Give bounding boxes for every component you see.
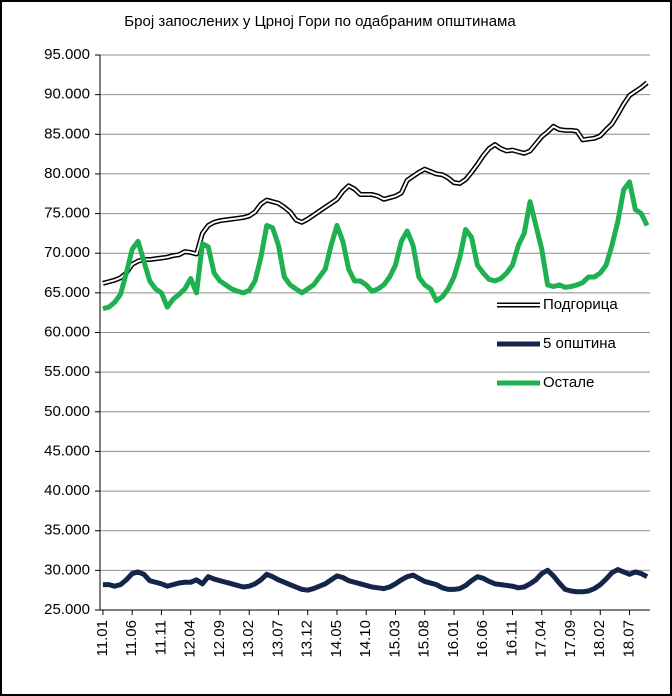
x-tick-label: 18.07: [620, 620, 637, 658]
y-tick-label: 60.000: [44, 323, 90, 340]
x-tick-label: 13.07: [269, 620, 286, 658]
legend-label: Подгорица: [543, 296, 618, 313]
x-tick-label: 13.02: [240, 620, 257, 658]
x-tick-label: 11.11: [152, 620, 169, 655]
x-tick-label: 17.04: [533, 620, 550, 658]
series-line: [102, 81, 648, 285]
y-tick-label: 95.000: [44, 46, 90, 63]
legend-label: 5 општина: [543, 335, 617, 352]
chart-title: Број запослених у Црној Гори по одабрани…: [124, 13, 516, 30]
x-tick-label: 18.02: [591, 620, 608, 658]
legend-label: Остале: [543, 374, 594, 391]
y-tick-label: 70.000: [44, 244, 90, 261]
series-line: [102, 567, 649, 595]
y-tick-label: 35.000: [44, 522, 90, 539]
x-tick-label: 14.05: [328, 620, 345, 658]
y-tick-label: 55.000: [44, 363, 90, 380]
y-tick-label: 40.000: [44, 482, 90, 499]
y-tick-label: 90.000: [44, 86, 90, 103]
y-tick-label: 30.000: [44, 561, 90, 578]
y-tick-label: 25.000: [44, 601, 90, 618]
x-tick-label: 14.10: [357, 620, 374, 658]
x-tick-label: 11.01: [94, 620, 111, 656]
y-tick-label: 65.000: [44, 284, 90, 301]
x-tick-label: 15.03: [386, 620, 403, 658]
x-tick-label: 12.09: [211, 620, 228, 658]
x-tick-label: 17.09: [562, 620, 579, 658]
x-tick-label: 11.06: [123, 620, 140, 656]
x-tick-label: 16.01: [445, 620, 462, 658]
x-tick-label: 12.04: [182, 620, 199, 658]
y-tick-label: 45.000: [44, 442, 90, 459]
y-tick-label: 85.000: [44, 125, 90, 142]
y-tick-label: 50.000: [44, 403, 90, 420]
x-tick-label: 15.08: [416, 620, 433, 658]
x-tick-label: 16.11: [503, 620, 520, 656]
x-tick-label: 13.12: [299, 620, 316, 658]
series-line: [102, 179, 650, 312]
y-tick-label: 75.000: [44, 205, 90, 222]
x-tick-label: 16.06: [474, 620, 491, 658]
y-tick-label: 80.000: [44, 165, 90, 182]
